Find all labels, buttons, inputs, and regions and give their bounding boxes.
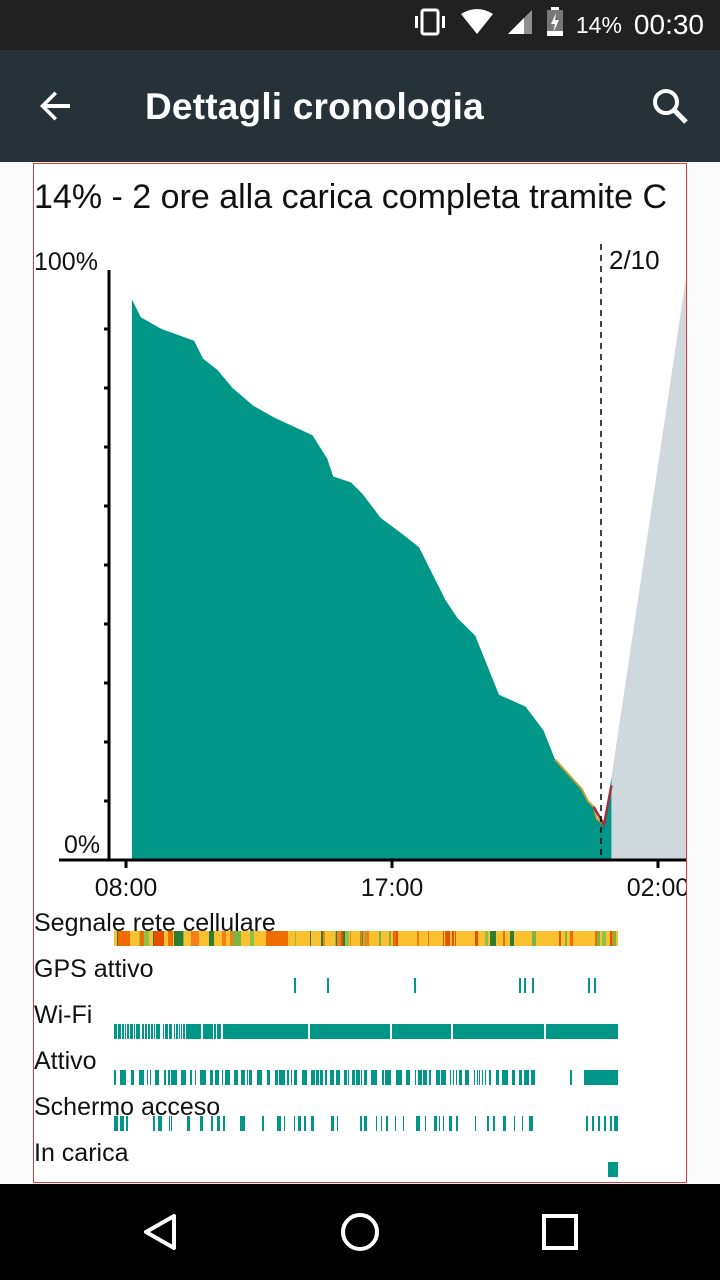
vibrate-icon xyxy=(412,8,448,42)
track-ticks xyxy=(114,978,618,993)
critical-battery-line xyxy=(592,785,613,829)
battery-chart: 100% 0% 2/10 08:00 17:00 02:00 xyxy=(34,244,687,902)
back-button[interactable] xyxy=(28,78,84,134)
x-tick-label: 08:00 xyxy=(95,874,158,902)
low-battery-line xyxy=(554,759,605,826)
search-icon xyxy=(653,89,688,124)
date-marker-label: 2/10 xyxy=(609,245,660,275)
battery-level-area xyxy=(131,299,612,860)
cell-signal-icon xyxy=(506,8,534,42)
x-tick-label: 17:00 xyxy=(361,874,424,902)
track-ticks xyxy=(114,1116,618,1131)
page-title: Dettagli cronologia xyxy=(145,86,484,127)
track-signal xyxy=(114,931,618,946)
track-label: Wi-Fi xyxy=(34,1001,93,1029)
navigation-bar xyxy=(0,1184,720,1280)
back-triangle-icon xyxy=(144,1214,176,1250)
history-details-panel: 14% - 2 ore alla carica completa tramite… xyxy=(33,163,687,1183)
track-label: GPS attivo xyxy=(34,955,154,983)
home-circle-icon xyxy=(341,1213,379,1251)
recents-square-icon xyxy=(542,1214,578,1250)
track-bars xyxy=(114,1024,618,1039)
battery-charging-icon xyxy=(546,7,564,43)
status-bar: 14% 00:30 xyxy=(0,0,720,50)
wifi-icon xyxy=(460,8,494,42)
search-button[interactable] xyxy=(640,78,700,134)
track-bars xyxy=(114,1162,618,1177)
track-label: In carica xyxy=(34,1139,129,1167)
charging-projection-area xyxy=(611,277,686,860)
y-label-top: 100% xyxy=(34,248,98,276)
charge-estimate-headline: 14% - 2 ore alla carica completa tramite… xyxy=(34,178,668,216)
track-bars xyxy=(114,1070,618,1085)
clock: 00:30 xyxy=(633,9,704,40)
battery-percent: 14% xyxy=(575,11,622,38)
track-label: Attivo xyxy=(34,1047,97,1075)
app-bar: Dettagli cronologia xyxy=(0,50,720,162)
nav-recents-button[interactable] xyxy=(530,1204,590,1260)
y-label-bottom: 0% xyxy=(64,831,100,859)
x-tick-label: 02:00 xyxy=(627,874,687,902)
arrow-back-icon xyxy=(40,91,70,121)
nav-home-button[interactable] xyxy=(330,1204,390,1260)
nav-back-button[interactable] xyxy=(130,1204,190,1260)
